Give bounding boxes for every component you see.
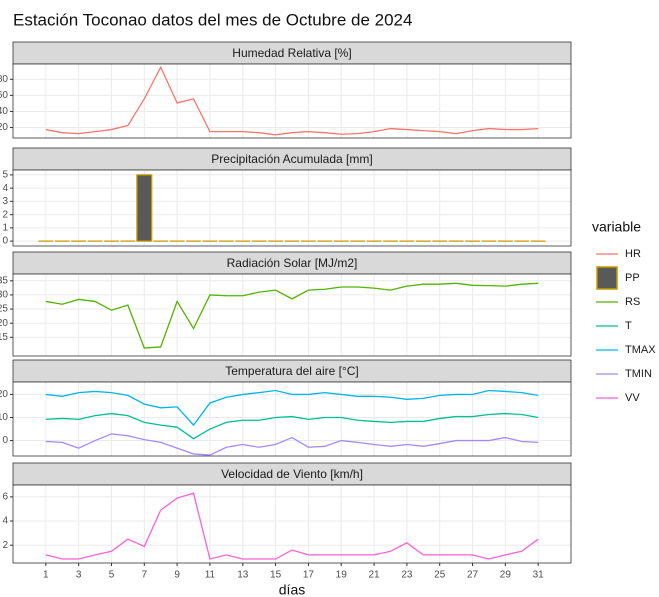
y-tick-label: 2 — [2, 540, 8, 551]
x-tick-label: 7 — [142, 570, 148, 581]
strip-title: Velocidad de Viento [km/h] — [221, 467, 363, 481]
x-axis-label: días — [279, 582, 305, 597]
y-tick-label: 4 — [2, 516, 8, 527]
panel — [13, 170, 571, 246]
y-tick-label: 0 — [2, 435, 8, 446]
line — [45, 412, 539, 440]
panel-border — [12, 381, 572, 457]
legend-title: variable — [592, 219, 641, 235]
x-tick-label: 9 — [174, 570, 180, 581]
y-tick-label: 20 — [0, 389, 8, 400]
line — [45, 492, 539, 560]
panel — [13, 274, 571, 356]
x-tick-label: 1 — [43, 570, 49, 581]
x-tick-label: 5 — [109, 570, 115, 581]
panel-border — [12, 169, 572, 247]
x-tick-label: 21 — [368, 570, 380, 581]
panel — [13, 64, 571, 138]
y-tick-label: 10 — [0, 412, 8, 423]
x-tick-label: 15 — [270, 570, 282, 581]
panel-border — [12, 484, 572, 564]
x-tick-label: 25 — [434, 570, 446, 581]
line — [45, 433, 539, 456]
bar — [136, 174, 153, 242]
x-tick-label: 13 — [237, 570, 249, 581]
y-tick-label: 5 — [2, 170, 8, 181]
y-tick-label: 60 — [0, 90, 8, 101]
y-tick-label: 2 — [2, 209, 8, 220]
y-tick-label: 3 — [2, 196, 8, 207]
legend-label: T — [625, 320, 632, 332]
x-tick-label: 17 — [303, 570, 315, 581]
y-tick-label: 1 — [2, 223, 8, 234]
y-tick-label: 25 — [0, 304, 8, 315]
legend-label: PP — [625, 272, 640, 284]
panel-border — [12, 63, 572, 139]
y-tick-label: 20 — [0, 318, 8, 329]
y-tick-label: 30 — [0, 290, 8, 301]
y-tick-label: 40 — [0, 106, 8, 117]
legend-label: RS — [625, 296, 640, 308]
panel-border — [12, 273, 572, 357]
y-tick-label: 35 — [0, 275, 8, 286]
x-tick-label: 19 — [336, 570, 348, 581]
line — [45, 389, 539, 427]
strip-title: Humedad Relativa [%] — [232, 46, 351, 60]
y-tick-label: 4 — [2, 183, 8, 194]
y-tick-label: 80 — [0, 74, 8, 85]
panel — [13, 382, 571, 456]
x-tick-label: 31 — [533, 570, 545, 581]
legend-key — [596, 266, 618, 290]
chart-title: Estación Toconao datos del mes de Octubr… — [13, 10, 412, 29]
legend-label: HR — [625, 248, 641, 260]
y-tick-label: 15 — [0, 332, 8, 343]
legend-label: TMIN — [625, 368, 652, 380]
strip-title: Temperatura del aire [°C] — [225, 364, 359, 378]
x-tick-label: 11 — [205, 570, 216, 581]
strip-title: Radiación Solar [MJ/m2] — [227, 256, 358, 270]
x-tick-label: 23 — [401, 570, 413, 581]
x-tick-label: 29 — [500, 570, 512, 581]
y-tick-label: 6 — [2, 491, 8, 502]
legend-label: TMAX — [625, 344, 656, 356]
y-tick-label: 20 — [0, 122, 8, 133]
line — [45, 65, 539, 136]
line — [45, 282, 539, 349]
y-tick-label: 0 — [2, 236, 8, 247]
strip-title: Precipitación Acumulada [mm] — [211, 152, 372, 166]
x-tick-label: 27 — [467, 570, 479, 581]
legend-label: VV — [625, 392, 640, 404]
x-tick-label: 3 — [76, 570, 82, 581]
